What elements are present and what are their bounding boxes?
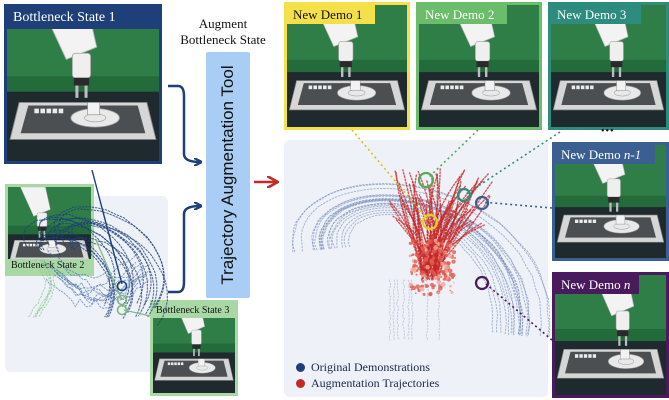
- new-demo-n-label-prefix: New Demo: [561, 277, 624, 292]
- new-demo-2-image: New Demo 2: [416, 2, 542, 130]
- augment-header-line2: Bottleneck State: [180, 32, 266, 47]
- new-demo-n-minus-1-label: New Demo n-1: [555, 145, 655, 164]
- legend-original-swatch: [296, 363, 305, 372]
- new-demo-n-minus-1-label-prefix: New Demo: [561, 147, 624, 162]
- trajectory-augmentation-tool-box: [206, 52, 250, 298]
- new-demo-2-label: New Demo 2: [419, 5, 507, 24]
- bottleneck-state-1-scene: [7, 7, 159, 161]
- bottleneck-state-2-image: Bottleneck State 2: [5, 184, 94, 276]
- augment-header: Augment Bottleneck State: [176, 16, 270, 48]
- new-demo-n-minus-1-label-index: n-1: [623, 147, 642, 162]
- legend-original-label: Original Demonstrations: [311, 360, 430, 374]
- bottleneck-state-1-image: Bottleneck State 1: [4, 4, 162, 164]
- legend-augmented: Augmentation Trajectories: [296, 376, 439, 391]
- bracket-from-bottleneck-1: [168, 84, 200, 162]
- new-demo-3-label: New Demo 3: [551, 5, 641, 24]
- new-demo-n-image: New Demo n: [552, 272, 669, 398]
- bottleneck-state-3-scene: [153, 303, 235, 393]
- trajectory-augmentation-tool-label: Trajectory Augmentation Tool: [218, 65, 237, 285]
- new-demo-1-label: New Demo 1: [287, 5, 375, 24]
- bottleneck-state-2-label: Bottleneck State 2: [8, 259, 91, 273]
- legend-augmented-swatch: [296, 379, 305, 388]
- legend-augmented-label: Augmentation Trajectories: [311, 376, 440, 390]
- new-demo-n-label: New Demo n: [555, 275, 639, 294]
- augment-header-line1: Augment: [198, 16, 248, 31]
- new-demo-1-image: New Demo 1: [284, 2, 410, 130]
- bottleneck-state-3-label: Bottleneck State 3: [153, 303, 235, 318]
- new-demo-n-minus-1-image: New Demo n-1: [552, 142, 669, 261]
- bracket-from-bottleneck-3: [168, 206, 200, 294]
- new-demo-n-label-index: n: [623, 277, 631, 292]
- new-demo-1-scene: [287, 5, 407, 127]
- new-demo-3-image: New Demo 3: [548, 2, 669, 130]
- legend-original: Original Demonstrations: [296, 360, 430, 375]
- bottleneck-state-3-image: Bottleneck State 3: [150, 300, 238, 396]
- bottleneck-state-1-label: Bottleneck State 1: [7, 7, 159, 29]
- augmented-trajectory-plot: [284, 140, 548, 397]
- more-demos-ellipsis: •••: [601, 126, 615, 137]
